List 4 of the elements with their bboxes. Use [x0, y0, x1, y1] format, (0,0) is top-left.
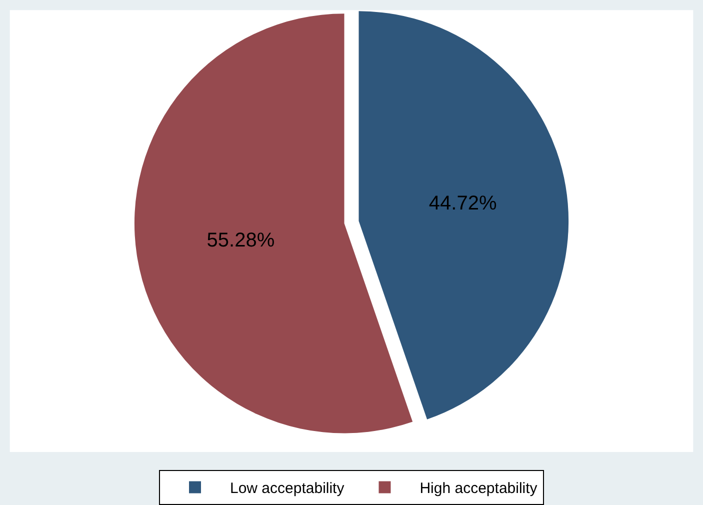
- legend-label: High acceptability: [420, 480, 538, 498]
- data-label: 55.28%: [206, 230, 275, 252]
- legend-label: Low acceptability: [230, 480, 345, 498]
- data-label: 44.72%: [428, 192, 497, 215]
